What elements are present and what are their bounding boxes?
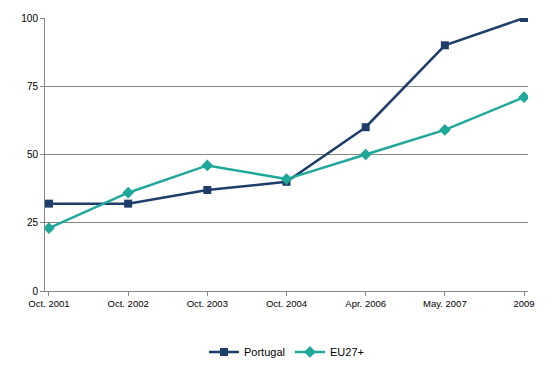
svg-text:75: 75 <box>27 81 39 92</box>
svg-text:Apr. 2006: Apr. 2006 <box>345 298 386 309</box>
svg-text:Oct. 2002: Oct. 2002 <box>108 298 149 309</box>
svg-text:100: 100 <box>21 13 38 24</box>
svg-text:Portugal: Portugal <box>244 346 285 358</box>
svg-text:Oct. 2004: Oct. 2004 <box>266 298 307 309</box>
svg-text:25: 25 <box>27 217 39 228</box>
svg-text:Oct. 2001: Oct. 2001 <box>28 298 69 309</box>
svg-text:May. 2007: May. 2007 <box>423 298 467 309</box>
svg-text:0: 0 <box>32 286 38 297</box>
svg-text:2009: 2009 <box>513 298 534 309</box>
svg-text:EU27+: EU27+ <box>330 346 364 358</box>
svg-text:50: 50 <box>27 149 39 160</box>
svg-text:Oct. 2003: Oct. 2003 <box>187 298 228 309</box>
